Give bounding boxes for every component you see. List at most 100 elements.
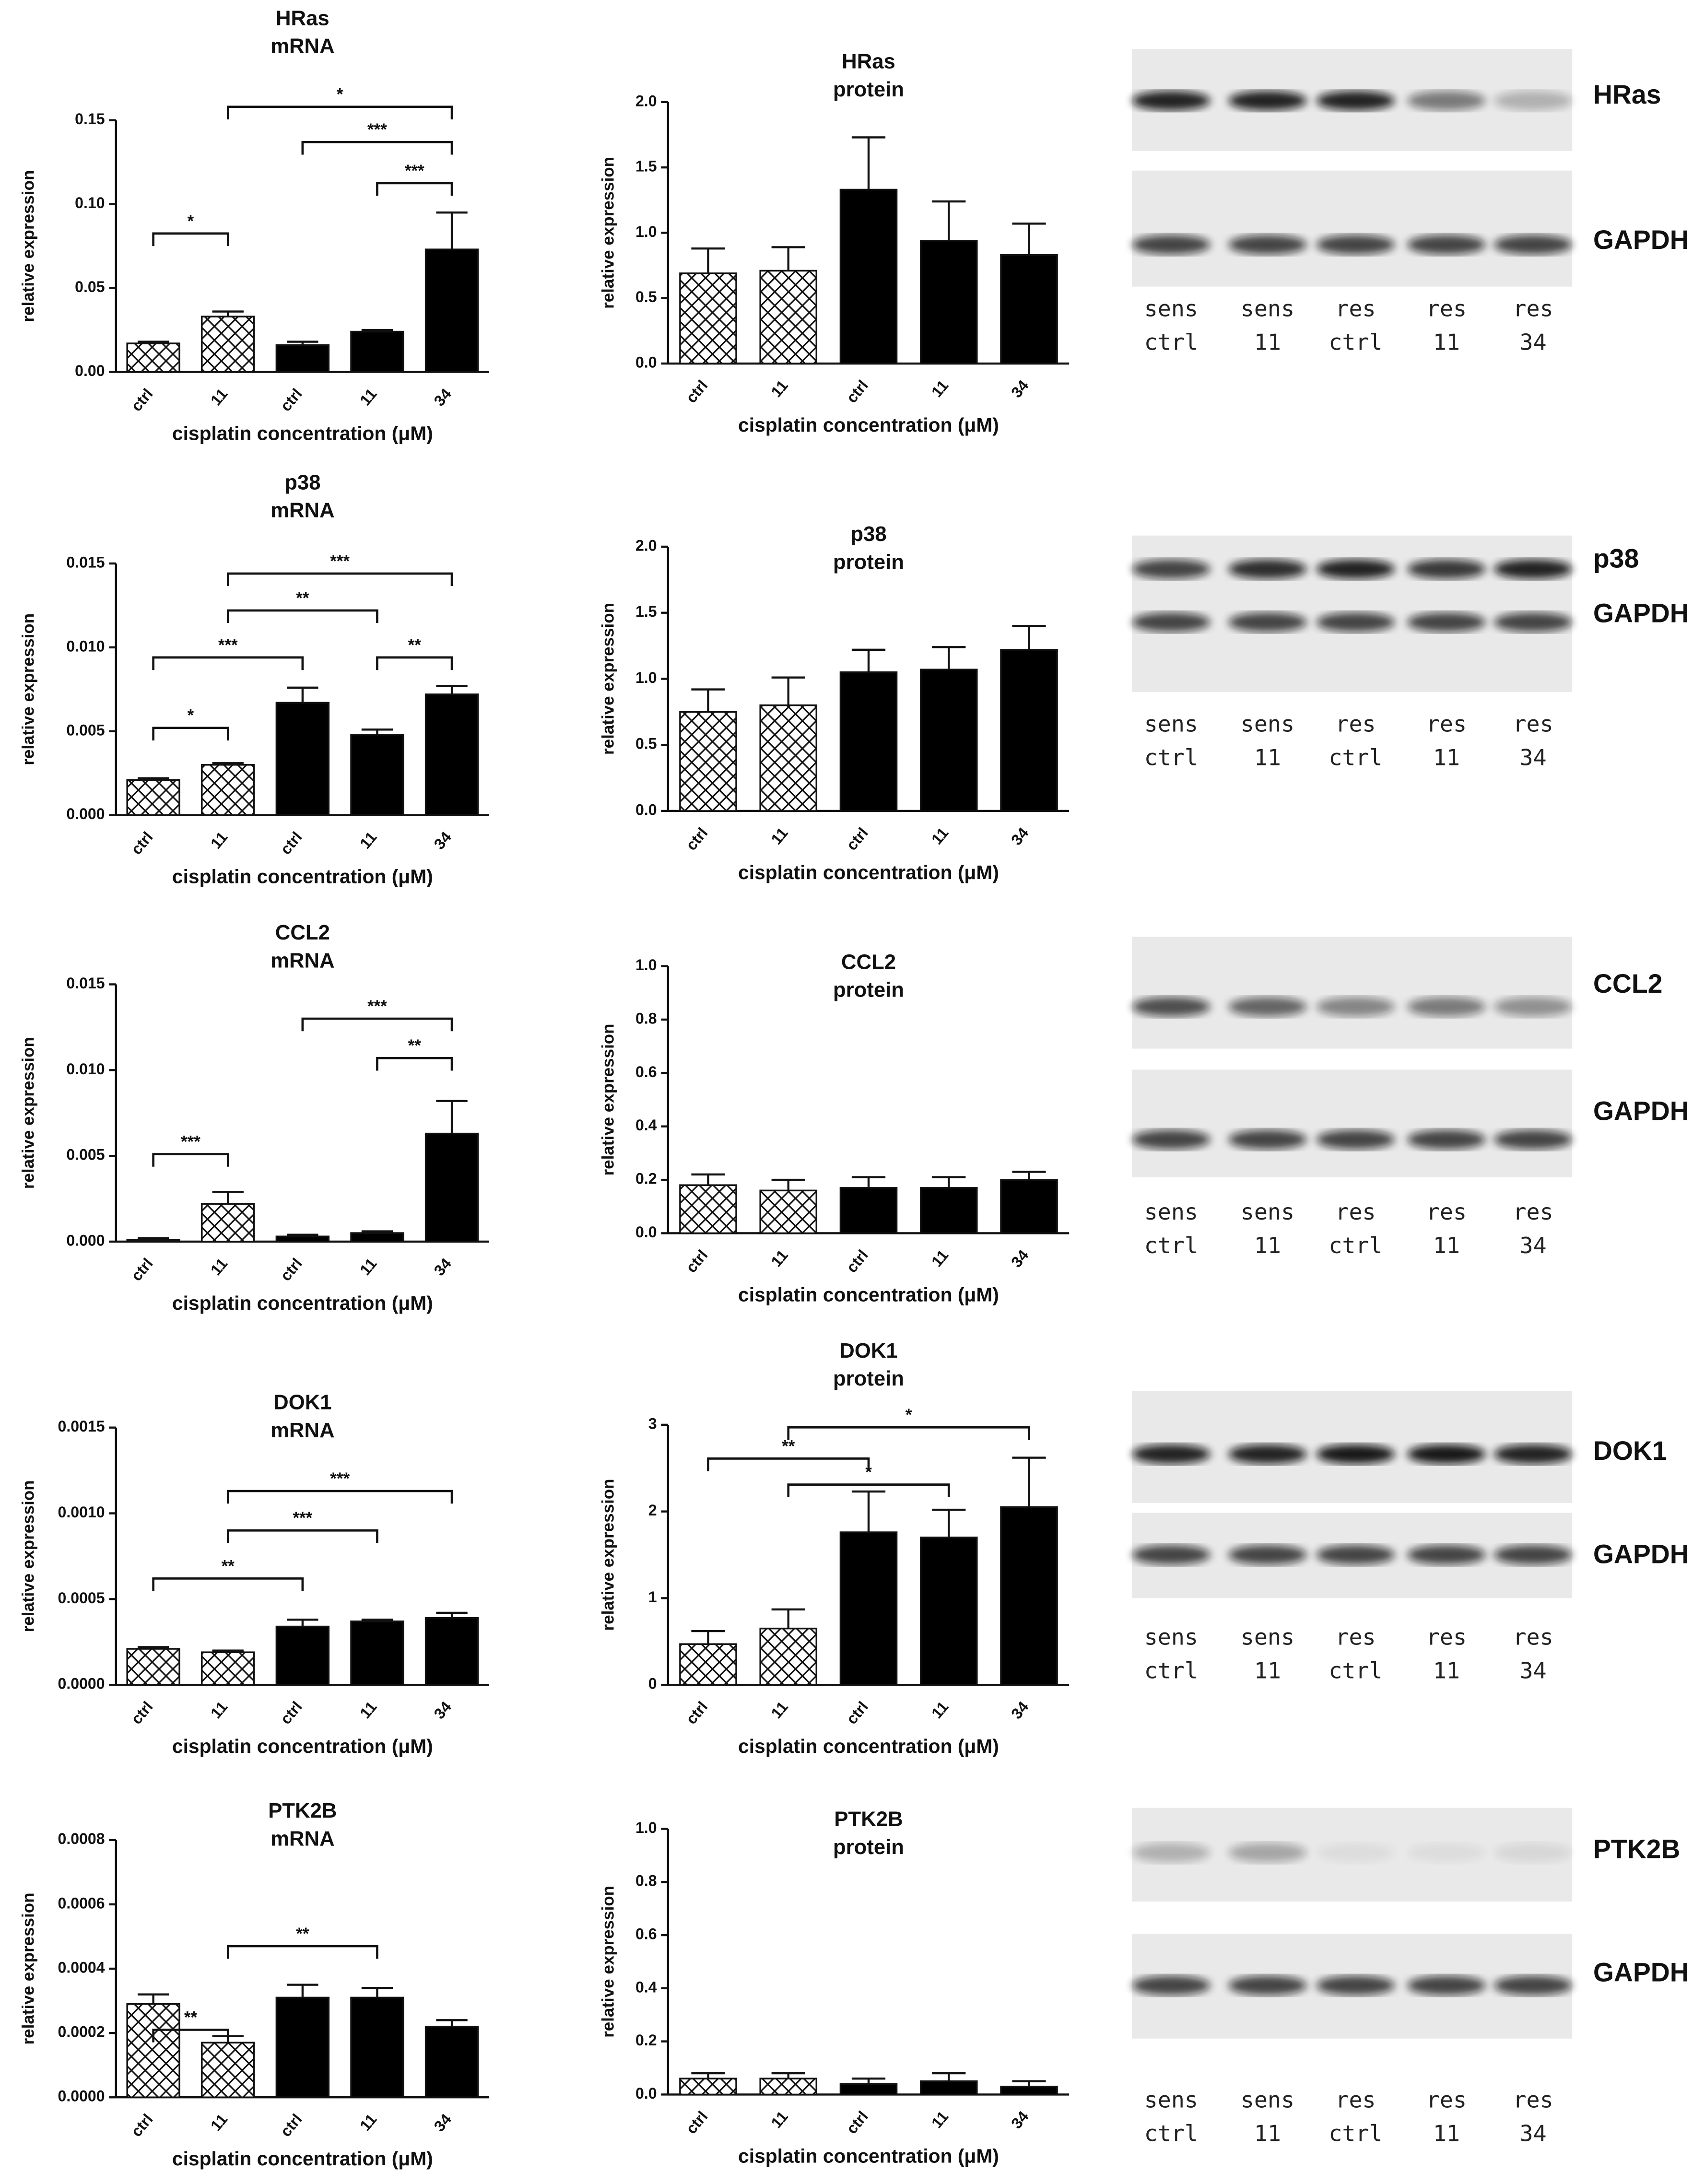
- y-tick-label: 0.5: [635, 735, 657, 752]
- bar: [275, 1625, 330, 1686]
- bar: [839, 671, 898, 812]
- bar: [1000, 2086, 1058, 2096]
- chart-panel: CCL2 mRNA 0.000 0.005 0.010 0.015 relative exp…: [19, 921, 489, 1314]
- chart-subtitle: protein: [833, 1367, 904, 1390]
- y-tick-label: 0.015: [66, 553, 105, 571]
- x-tick-label: 11: [207, 2111, 231, 2134]
- y-tick-label: 0.010: [66, 1060, 105, 1078]
- lane-label: ctrl: [1329, 1233, 1382, 1258]
- blot-band: [1228, 1444, 1307, 1464]
- error-bar: [212, 310, 244, 317]
- error-bar: [287, 1233, 318, 1237]
- chart-panel: p38 mRNA 0.000 0.005 0.010 0.015 relative expr…: [19, 470, 489, 888]
- y-tick-label: 0.0004: [58, 1959, 105, 1976]
- chart-title: PTK2B: [834, 1808, 903, 1831]
- bar: [126, 779, 180, 816]
- bar: [1000, 649, 1058, 812]
- lane-label: ctrl: [1144, 1233, 1198, 1258]
- x-tick-label: 11: [767, 824, 791, 848]
- significance-label: **: [408, 636, 422, 655]
- y-tick-label: 0.0000: [58, 1675, 105, 1692]
- y-axis-label: relative expression: [599, 157, 618, 309]
- lane-label: res: [1426, 296, 1467, 322]
- bar: [275, 1235, 330, 1243]
- x-tick-label: 11: [207, 385, 231, 409]
- blot-band: [1493, 1975, 1573, 1996]
- chart-subtitle: protein: [833, 978, 904, 1002]
- x-axis-label: cisplatin concentration (μM): [738, 1735, 999, 1757]
- y-tick-label: 3: [648, 1415, 657, 1432]
- bar: [201, 764, 255, 816]
- blot-band: [1493, 1545, 1573, 1565]
- blot-band: [1132, 1444, 1211, 1464]
- error-bar: [436, 1100, 468, 1134]
- error-bar: [361, 728, 393, 735]
- y-tick-label: 0.000: [66, 1232, 105, 1249]
- chart-panel: CCL2 protein 0.0 0.2 0.4 0.6 0.8 1.0 relative ex…: [599, 950, 1070, 1305]
- error-bar: [932, 1508, 966, 1538]
- x-tick-label: 11: [928, 1698, 952, 1722]
- lane-label: ctrl: [1329, 1657, 1382, 1683]
- significance-bracket: [787, 1483, 950, 1497]
- x-tick-label: ctrl: [682, 377, 711, 406]
- error-bar: [1012, 1456, 1046, 1507]
- bar: [350, 1232, 404, 1243]
- lane-label: ctrl: [1329, 329, 1382, 355]
- blot-membrane: [1132, 937, 1573, 1049]
- error-bar: [361, 1230, 393, 1233]
- bar: [759, 1189, 818, 1234]
- chart-subtitle: protein: [833, 550, 904, 574]
- lane-label: sens: [1144, 2087, 1198, 2113]
- significance-label: ***: [218, 636, 238, 655]
- blot-band: [1228, 91, 1307, 111]
- lane-label: 11: [1433, 1657, 1460, 1683]
- y-tick-label: 2.0: [635, 537, 657, 554]
- blot-band: [1132, 997, 1211, 1017]
- lane-label: 11: [1254, 1657, 1281, 1683]
- significance-bracket: [707, 1457, 870, 1471]
- lane-label: 34: [1520, 329, 1547, 355]
- bar: [424, 1617, 479, 1686]
- chart-subtitle: protein: [833, 78, 904, 101]
- bar: [275, 344, 330, 373]
- chart-title: DOK1: [273, 1391, 331, 1414]
- chart-panel: p38 protein 0.0 0.5 1.0 1.5 2.0 relative expres…: [599, 522, 1070, 883]
- blot-band: [1407, 997, 1486, 1017]
- blot-band: [1407, 91, 1486, 111]
- y-axis-label: relative expression: [19, 1037, 37, 1189]
- lane-label: res: [1426, 2087, 1467, 2113]
- bar: [839, 1531, 898, 1686]
- error-bar: [1012, 2080, 1046, 2087]
- lane-label: res: [1426, 1624, 1467, 1650]
- significance-bracket: [376, 182, 453, 196]
- error-bar: [932, 1176, 966, 1188]
- blot-band: [1228, 1129, 1307, 1150]
- x-tick-label: 11: [928, 377, 952, 400]
- lane-label: sens: [1241, 2087, 1294, 2113]
- error-bar: [436, 211, 468, 250]
- x-tick-label: ctrl: [682, 1246, 711, 1276]
- blot-band: [1493, 612, 1573, 632]
- y-tick-label: 0.000: [66, 805, 105, 822]
- significance-bracket: [226, 1945, 378, 1959]
- bar: [839, 1187, 898, 1234]
- x-tick-label: ctrl: [277, 2111, 306, 2140]
- bar: [759, 1627, 818, 1686]
- y-tick-label: 1: [648, 1588, 657, 1606]
- error-bar: [932, 646, 966, 670]
- error-bar: [691, 247, 725, 273]
- error-bar: [851, 1490, 886, 1533]
- chart-title: HRas: [276, 6, 329, 30]
- bar: [679, 2078, 737, 2096]
- x-tick-label: 34: [1008, 1698, 1032, 1723]
- chart-title: p38: [850, 522, 886, 546]
- y-axis-label: relative expression: [599, 1024, 618, 1176]
- lane-label: sens: [1241, 1624, 1294, 1650]
- chart-title: HRas: [842, 50, 895, 73]
- error-bar: [137, 1993, 169, 2004]
- lane-label: 11: [1254, 2120, 1281, 2146]
- y-tick-label: 0.015: [66, 975, 105, 992]
- y-tick-label: 2.0: [635, 92, 657, 109]
- x-tick-label: ctrl: [277, 1255, 306, 1284]
- x-tick-label: ctrl: [128, 828, 156, 857]
